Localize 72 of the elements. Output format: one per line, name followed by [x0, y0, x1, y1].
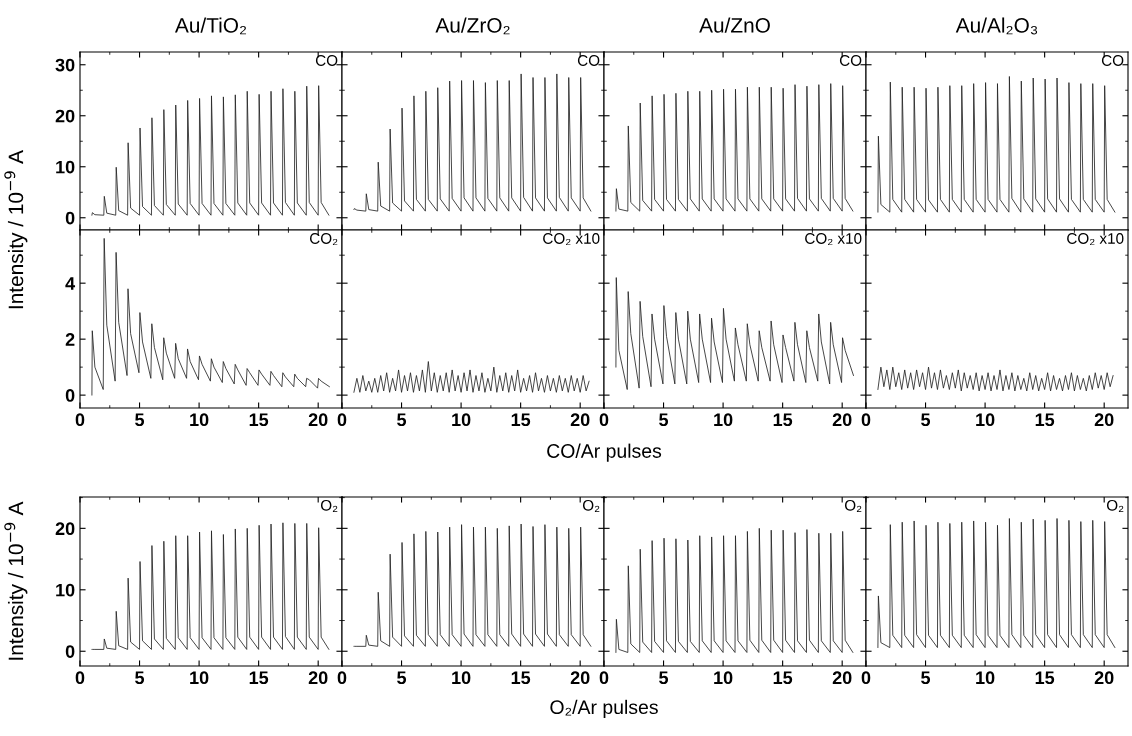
x-tick-label: 15	[249, 413, 269, 427]
x-tick-label: 20	[832, 671, 852, 685]
x-tick-label: 5	[921, 671, 931, 685]
annotation: O₂	[844, 499, 862, 512]
y-axis-title: Intensity / 10$^{−9}$ A	[4, 150, 28, 309]
x-tick-label: 0	[861, 413, 871, 427]
y-tick-label: 30	[55, 58, 75, 72]
y-tick-label: 0	[65, 389, 75, 402]
annotation: CO₂ x10	[543, 233, 600, 246]
x-tick-label: 20	[308, 671, 328, 685]
y-tick-label: 20	[55, 109, 75, 123]
x-tick-label: 5	[921, 413, 931, 427]
annotation: O₂	[582, 499, 600, 512]
line-series	[91, 522, 330, 650]
x-tick-label: 5	[397, 671, 407, 685]
annotation: CO₂ x10	[805, 233, 862, 246]
annotation: CO	[839, 55, 862, 66]
x-tick-label: 10	[714, 671, 733, 685]
chart-title: Au/Al₂O₃	[955, 17, 1038, 35]
x-tick-label: 15	[249, 671, 269, 685]
chart-title: Au/ZrO₂	[435, 17, 510, 35]
y-tick-label: 2	[65, 333, 75, 346]
x-axis-title: O₂/Ar pulses	[550, 699, 658, 718]
x-tick-label: 15	[773, 413, 793, 427]
x-tick-label: 5	[135, 671, 145, 685]
x-tick-label: 15	[511, 413, 531, 427]
y-tick-label: 10	[56, 583, 75, 597]
x-axis-title: CO/Ar pulses	[547, 443, 662, 462]
x-tick-label: 10	[190, 671, 209, 685]
line-series	[91, 85, 330, 216]
x-tick-label: 20	[570, 413, 590, 427]
x-tick-label: 20	[832, 413, 852, 427]
x-tick-label: 10	[452, 413, 471, 427]
x-tick-label: 10	[714, 413, 733, 427]
y-tick-label: 10	[56, 160, 75, 174]
x-tick-label: 20	[1094, 671, 1114, 685]
chart-title: Au/ZnO	[699, 17, 770, 33]
x-tick-label: 0	[599, 413, 609, 427]
annotation: CO₂ x10	[1067, 233, 1124, 246]
y-tick-label: 4	[65, 277, 76, 290]
x-tick-label: 15	[511, 671, 531, 685]
y-tick-label: 20	[55, 522, 75, 536]
x-tick-label: 10	[190, 413, 209, 427]
x-tick-label: 5	[659, 671, 669, 685]
annotation: O₂	[1106, 499, 1124, 512]
x-tick-label: 10	[976, 671, 995, 685]
x-tick-label: 0	[75, 671, 85, 685]
x-tick-label: 5	[397, 413, 407, 427]
x-tick-label: 0	[337, 413, 347, 427]
x-tick-label: 20	[570, 671, 590, 685]
x-tick-label: 0	[861, 671, 871, 685]
annotation: CO	[1101, 55, 1124, 66]
annotation: O₂	[320, 499, 338, 512]
x-tick-label: 20	[1094, 413, 1114, 427]
x-tick-label: 10	[452, 671, 471, 685]
y-tick-label: 0	[65, 211, 75, 225]
annotation: CO	[577, 55, 600, 66]
x-tick-label: 20	[308, 413, 328, 427]
y-tick-label: 0	[65, 645, 75, 658]
y-axis-title: Intensity / 10$^{−9}$ A	[4, 501, 28, 660]
x-tick-label: 15	[1035, 671, 1055, 685]
x-tick-label: 10	[976, 413, 995, 427]
x-tick-label: 5	[135, 413, 145, 427]
x-tick-label: 15	[1035, 413, 1055, 427]
annotation: CO₂	[310, 233, 338, 246]
x-tick-label: 0	[599, 671, 609, 685]
annotation: CO	[315, 55, 338, 66]
x-tick-label: 5	[659, 413, 669, 427]
x-tick-label: 15	[773, 671, 793, 685]
x-tick-label: 0	[75, 413, 85, 427]
x-tick-label: 0	[337, 671, 347, 685]
chart-title: Au/TiO₂	[174, 17, 247, 35]
